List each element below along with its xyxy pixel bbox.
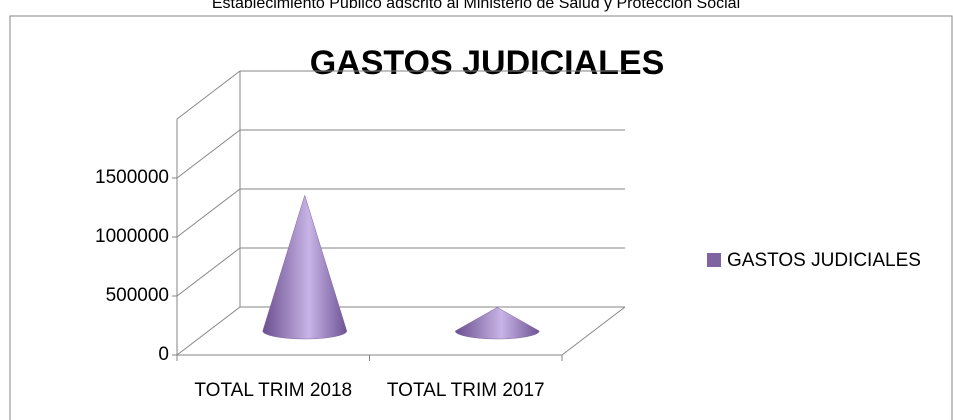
wall-edge xyxy=(176,70,241,120)
floor-edge xyxy=(561,306,626,356)
y-tick-label: 0 xyxy=(158,344,169,365)
cone xyxy=(262,194,348,340)
grid-line xyxy=(176,247,625,297)
grid-line xyxy=(176,188,625,238)
y-tick-label: 1000000 xyxy=(95,226,169,247)
y-tick-label: 500000 xyxy=(106,285,169,306)
legend-swatch xyxy=(707,253,721,267)
y-tick-label: 1500000 xyxy=(95,167,169,188)
grid-line xyxy=(176,129,625,179)
legend-label: GASTOS JUDICIALES xyxy=(727,250,921,271)
header: Establecimiento Público adscrito al Mini… xyxy=(212,0,740,12)
cone xyxy=(454,307,540,340)
x-tick-label: TOTAL TRIM 2018 xyxy=(194,380,352,401)
chart-title: GASTOS JUDICIALES xyxy=(310,44,665,82)
grid-line xyxy=(176,306,625,356)
x-tick-label: TOTAL TRIM 2017 xyxy=(387,380,545,401)
chart-border xyxy=(9,15,953,420)
